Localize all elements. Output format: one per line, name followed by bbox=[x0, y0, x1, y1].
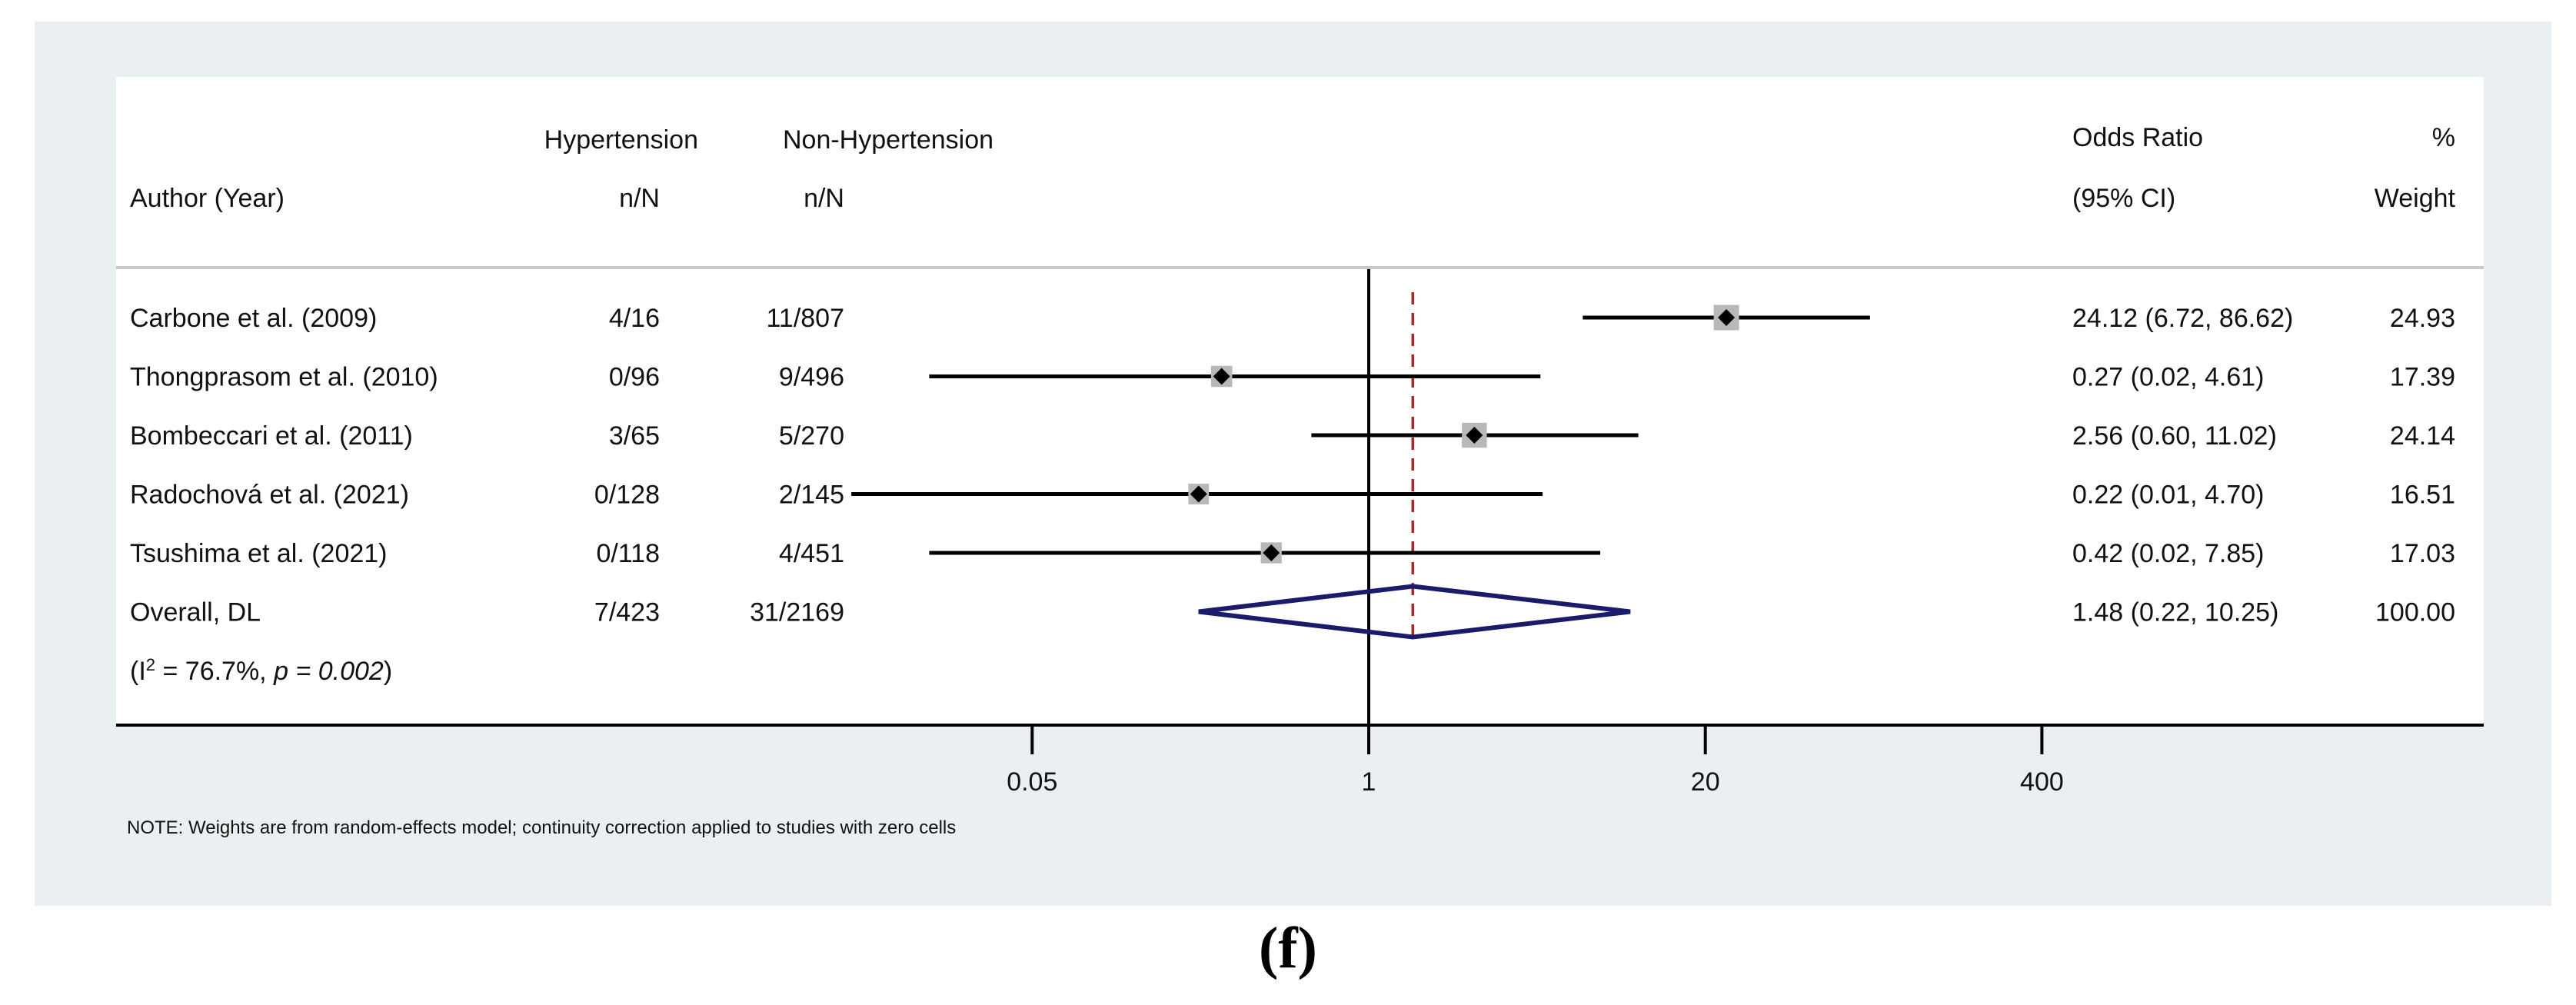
plot-panel bbox=[116, 77, 2484, 725]
header-author-year: Author (Year) bbox=[130, 184, 285, 213]
forest-plot: Author (Year) Hypertension n/N Non-Hyperten… bbox=[116, 77, 2484, 838]
study-odds-ratio-ci: 0.27 (0.02, 4.61) bbox=[2072, 363, 2265, 392]
study-odds-ratio-ci: 24.12 (6.72, 86.62) bbox=[2072, 304, 2293, 333]
study-odds-ratio-ci: 2.56 (0.60, 11.02) bbox=[2072, 421, 2277, 451]
study-non-hypertension-count: 11/807 bbox=[767, 304, 844, 333]
header-weight: Weight bbox=[2375, 184, 2456, 213]
study-hypertension-count: 3/65 bbox=[609, 421, 660, 451]
header-odds-ratio: Odds Ratio bbox=[2072, 123, 2203, 152]
study-non-hypertension-count: 2/145 bbox=[779, 481, 844, 510]
study-label: Tsushima et al. (2021) bbox=[130, 539, 388, 568]
study-odds-ratio-ci: 0.22 (0.01, 4.70) bbox=[2072, 481, 2265, 510]
figure-caption: (f) bbox=[1259, 916, 1317, 980]
study-non-hypertension-count: 4/451 bbox=[779, 539, 844, 568]
overall-diamond bbox=[1198, 584, 1631, 640]
study-hypertension-count: 0/96 bbox=[609, 363, 660, 392]
x-axis-tick-label: 0.05 bbox=[1007, 767, 1057, 797]
x-axis-tick-label: 20 bbox=[1691, 767, 1720, 797]
overall-non-hypertension-count: 31/2169 bbox=[750, 598, 844, 627]
study-weight: 24.14 bbox=[2390, 421, 2455, 451]
study-point-estimate bbox=[1718, 309, 1736, 326]
study-point-estimate bbox=[1263, 544, 1280, 561]
header-non-hypertension-nN: n/N bbox=[804, 184, 844, 213]
study-label: Carbone et al. (2009) bbox=[130, 304, 377, 333]
heterogeneity-stat: (I2 = 76.7%, p = 0.002) bbox=[130, 655, 392, 687]
study-weight: 24.93 bbox=[2390, 304, 2455, 333]
study-label: Thongprasom et al. (2010) bbox=[130, 363, 438, 392]
study-weight: 17.03 bbox=[2390, 539, 2455, 568]
overall-label: Overall, DL bbox=[130, 598, 261, 627]
header-hypertension-nN: n/N bbox=[619, 184, 660, 213]
overall-hypertension-count: 7/423 bbox=[594, 598, 660, 627]
study-point-estimate bbox=[1466, 427, 1483, 444]
study-hypertension-count: 0/118 bbox=[596, 539, 660, 568]
study-weight: 16.51 bbox=[2390, 481, 2455, 510]
study-label: Bombeccari et al. (2011) bbox=[130, 421, 413, 451]
study-hypertension-count: 0/128 bbox=[594, 481, 660, 510]
header-hypertension: Hypertension bbox=[544, 125, 698, 155]
footnote: NOTE: Weights are from random-effects mo… bbox=[127, 817, 956, 838]
study-hypertension-count: 4/16 bbox=[609, 304, 660, 333]
header-non-hypertension: Non-Hypertension bbox=[783, 125, 993, 155]
study-point-estimate bbox=[1213, 368, 1230, 385]
study-non-hypertension-count: 5/270 bbox=[779, 421, 844, 451]
study-non-hypertension-count: 9/496 bbox=[779, 363, 844, 392]
overall-odds-ratio-ci: 1.48 (0.22, 10.25) bbox=[2072, 598, 2278, 627]
figure-background: Author (Year) Hypertension n/N Non-Hyperten… bbox=[35, 22, 2551, 906]
overall-weight: 100.00 bbox=[2375, 598, 2455, 627]
x-axis-tick-label: 1 bbox=[1362, 767, 1376, 797]
study-odds-ratio-ci: 0.42 (0.02, 7.85) bbox=[2072, 539, 2265, 568]
study-weight: 17.39 bbox=[2390, 363, 2455, 392]
header-95ci: (95% CI) bbox=[2072, 184, 2175, 213]
study-point-estimate bbox=[1190, 485, 1207, 503]
study-label: Radochová et al. (2021) bbox=[130, 481, 409, 510]
header-percent: % bbox=[2432, 123, 2455, 152]
x-axis-tick-label: 400 bbox=[2020, 767, 2064, 797]
